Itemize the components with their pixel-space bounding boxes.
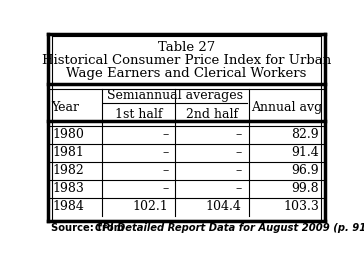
Text: –: – xyxy=(162,146,168,159)
Text: CPI Detailed Report Data for August 2009 (p. 91): CPI Detailed Report Data for August 2009… xyxy=(95,223,364,233)
Text: 2nd half: 2nd half xyxy=(186,108,238,121)
Text: Historical Consumer Price Index for Urban: Historical Consumer Price Index for Urba… xyxy=(42,54,331,67)
Text: –: – xyxy=(162,182,168,195)
Text: 1981: 1981 xyxy=(52,146,84,159)
Text: Year: Year xyxy=(51,101,79,114)
Text: 96.9: 96.9 xyxy=(292,164,319,177)
Text: –: – xyxy=(235,164,242,177)
Text: 103.3: 103.3 xyxy=(283,200,319,213)
Text: 1983: 1983 xyxy=(52,182,84,195)
Text: Source: from: Source: from xyxy=(51,223,128,233)
Text: 99.8: 99.8 xyxy=(292,182,319,195)
Text: 91.4: 91.4 xyxy=(292,146,319,159)
Text: –: – xyxy=(235,146,242,159)
Text: 1982: 1982 xyxy=(52,164,84,177)
Text: Wage Earners and Clerical Workers: Wage Earners and Clerical Workers xyxy=(66,67,307,80)
Text: 82.9: 82.9 xyxy=(292,128,319,141)
Text: 102.1: 102.1 xyxy=(132,200,168,213)
Text: –: – xyxy=(162,164,168,177)
Text: Table 27: Table 27 xyxy=(158,41,215,54)
Text: 1984: 1984 xyxy=(52,200,84,213)
Text: Annual avg: Annual avg xyxy=(251,101,322,114)
Text: –: – xyxy=(162,128,168,141)
Text: 104.4: 104.4 xyxy=(206,200,242,213)
Text: 1st half: 1st half xyxy=(115,108,162,121)
Text: Semiannual averages: Semiannual averages xyxy=(107,89,243,102)
Text: 1980: 1980 xyxy=(52,128,84,141)
Text: –: – xyxy=(235,128,242,141)
Text: –: – xyxy=(235,182,242,195)
